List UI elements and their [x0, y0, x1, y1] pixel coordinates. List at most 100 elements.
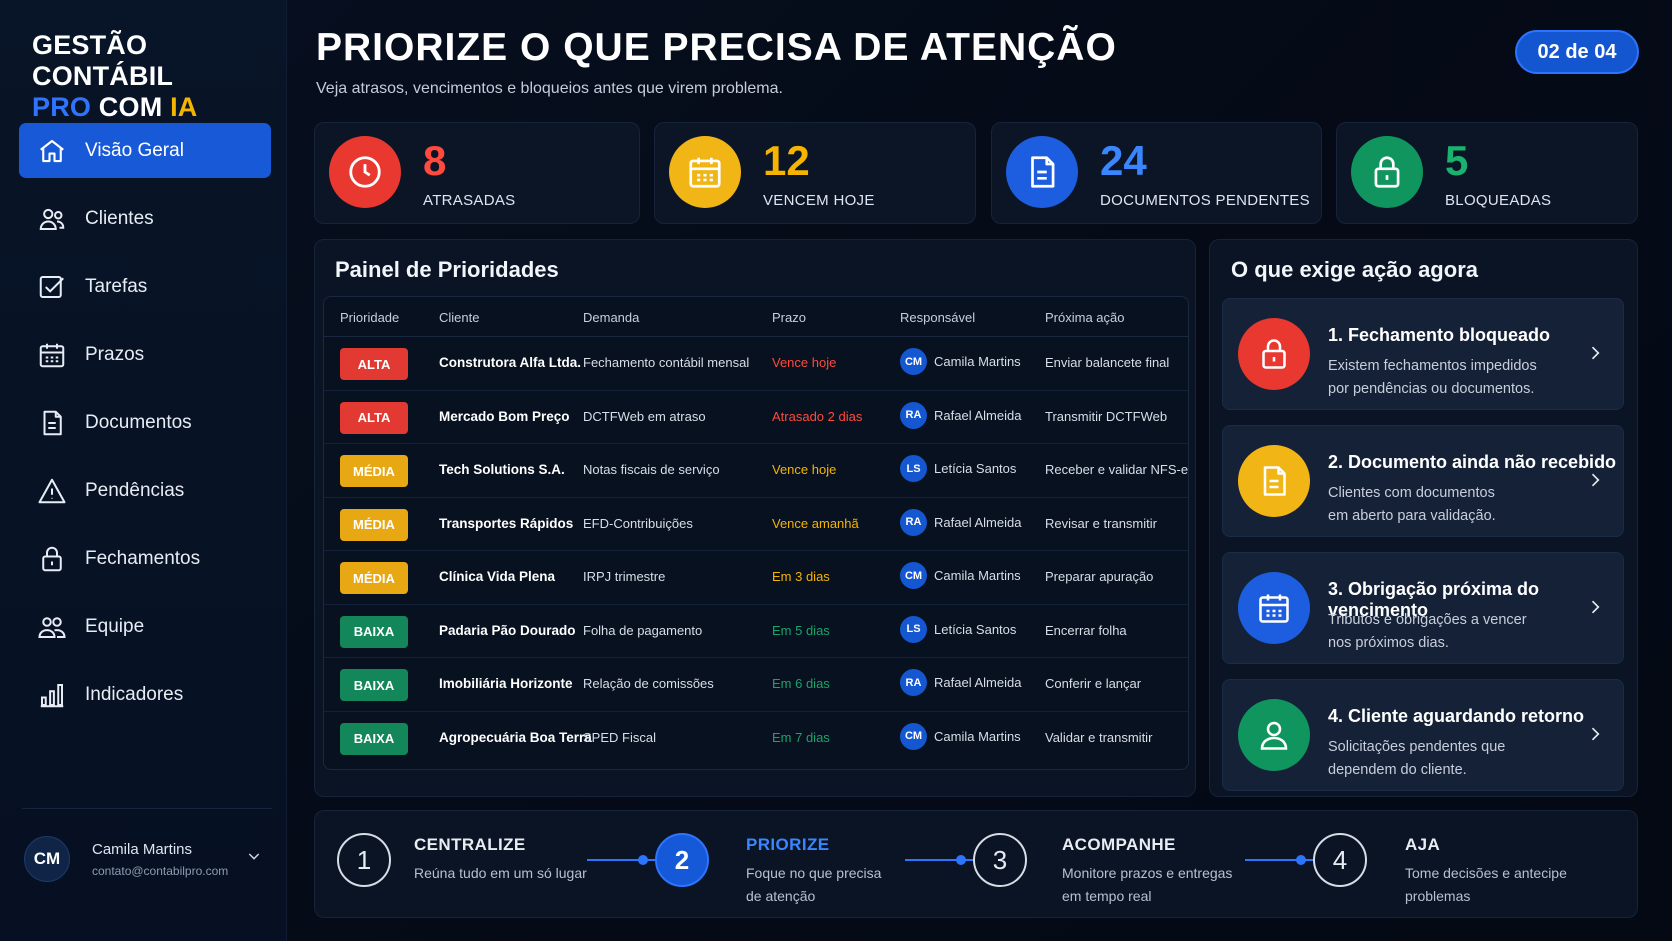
- avatar: LS: [900, 455, 927, 482]
- action-card-obrigacao-vencimento[interactable]: 3. Obrigação próxima do vencimento Tribu…: [1222, 552, 1624, 664]
- calendar-icon: [689, 157, 721, 188]
- sidebar-item-indicadores[interactable]: Indicadores: [19, 667, 271, 722]
- priority-panel: Painel de Prioridades Prioridade Cliente…: [314, 239, 1196, 797]
- action-desc: em aberto para validação.: [1328, 508, 1496, 524]
- cell-next-action: Revisar e transmitir: [1045, 515, 1157, 531]
- table-header: Prioridade Cliente Demanda Prazo Respons…: [324, 297, 1188, 337]
- document-icon: [1263, 466, 1286, 496]
- step-desc: Reúna tudo em um só lugar: [414, 862, 594, 885]
- cell-demand: EFD-Contribuições: [583, 515, 693, 531]
- priority-badge: MÉDIA: [340, 455, 408, 487]
- col-prazo[interactable]: Prazo: [772, 310, 806, 325]
- col-proxima-acao[interactable]: Próxima ação: [1045, 310, 1125, 325]
- stat-value: 12: [763, 137, 810, 184]
- step-desc-line: Reúna tudo em um só lugar: [414, 865, 587, 881]
- stat-card-vencem-hoje[interactable]: 12 VENCEM HOJE: [654, 122, 976, 224]
- user-name: Camila Martins: [92, 840, 193, 858]
- action-title: 3. Obrigação próxima do vencimento: [1328, 579, 1540, 620]
- action-card-fechamento-bloqueado[interactable]: 1. Fechamento bloqueado Existem fechamen…: [1222, 298, 1624, 410]
- sidebar-item-fechamentos[interactable]: Fechamentos: [19, 531, 271, 586]
- sidebar-item-label: Visão Geral: [85, 139, 184, 161]
- stat-card-documentos-pendentes[interactable]: 24 DOCUMENTOS PENDENTES: [991, 122, 1322, 224]
- table-row[interactable]: BAIXA Imobiliária Horizonte Relação de com…: [324, 658, 1188, 712]
- step-number-active[interactable]: 2: [655, 833, 709, 887]
- brand-ia: IA: [170, 92, 198, 122]
- action-title: 2. Documento ainda não recebido: [1328, 452, 1617, 472]
- calendar-icon: [39, 343, 65, 367]
- cell-demand: Folha de pagamento: [583, 622, 703, 638]
- table-row[interactable]: BAIXA Agropecuária Boa Terra SPED Fiscal Em…: [324, 712, 1188, 766]
- action-icon-circle: [1238, 572, 1310, 644]
- sidebar-item-label: Clientes: [85, 207, 154, 229]
- stat-icon-circle: [1351, 136, 1423, 208]
- user-icon: [1260, 721, 1288, 750]
- user-menu[interactable]: CM Camila Martins contato@contabilpro.co…: [24, 836, 260, 882]
- chevron-right-icon[interactable]: [1585, 724, 1605, 744]
- step-number[interactable]: 4: [1313, 833, 1367, 887]
- stat-icon-circle: [1006, 136, 1078, 208]
- action-desc: Existem fechamentos impedidos: [1328, 358, 1537, 374]
- responsible-name: Camila Martins: [934, 728, 1021, 744]
- action-panel: O que exige ação agora 1. Fechamento blo…: [1209, 239, 1638, 797]
- brand-pro: PRO: [32, 92, 92, 122]
- stat-label: BLOQUEADAS: [1445, 192, 1552, 209]
- cell-responsible: RA Rafael Almeida: [900, 401, 1021, 429]
- priority-table: Prioridade Cliente Demanda Prazo Respons…: [323, 296, 1189, 770]
- cell-next-action: Receber e validar NFS-e: [1045, 462, 1189, 477]
- sidebar-item-tarefas[interactable]: Tarefas: [19, 259, 271, 314]
- action-title: 4. Cliente aguardando retorno: [1328, 706, 1585, 726]
- stat-label: VENCEM HOJE: [763, 192, 875, 209]
- chevron-down-icon[interactable]: [246, 848, 262, 864]
- chevron-right-icon[interactable]: [1585, 470, 1605, 490]
- warning-icon: [38, 478, 66, 503]
- action-card-cliente-aguardando[interactable]: 4. Cliente aguardando retorno Solicitaçõ…: [1222, 679, 1624, 791]
- home-icon: [40, 139, 64, 162]
- step-title: PRIORIZE: [746, 835, 830, 854]
- step-title: ACOMPANHE: [1062, 835, 1176, 854]
- sidebar-item-equipe[interactable]: Equipe: [19, 599, 271, 654]
- table-row[interactable]: BAIXA Padaria Pão Dourado Folha de pagamen…: [324, 605, 1188, 658]
- col-cliente[interactable]: Cliente: [439, 310, 480, 325]
- col-demanda[interactable]: Demanda: [583, 310, 640, 325]
- stat-label: DOCUMENTOS PENDENTES: [1100, 192, 1310, 209]
- sidebar-item-label: Pendências: [85, 479, 185, 501]
- avatar: CM: [900, 722, 927, 750]
- stat-card-bloqueadas[interactable]: 5 BLOQUEADAS: [1336, 122, 1638, 224]
- sidebar-item-label: Prazos: [85, 343, 145, 365]
- cell-next-action: Enviar balancete final: [1045, 355, 1170, 370]
- action-desc: dependem do cliente.: [1328, 762, 1467, 778]
- step-number[interactable]: 1: [337, 833, 391, 887]
- sidebar-item-pendencias[interactable]: Pendências: [19, 463, 271, 518]
- table-row[interactable]: MÉDIA Tech Solutions S.A. Notas fiscais de…: [324, 444, 1188, 498]
- step-number[interactable]: 3: [973, 833, 1027, 887]
- step-desc: Tome decisões e antecipe problemas: [1405, 862, 1595, 908]
- sidebar-item-prazos[interactable]: Prazos: [19, 327, 271, 382]
- responsible-name: Rafael Almeida: [934, 675, 1022, 690]
- responsible-name: Letícia Santos: [934, 461, 1017, 476]
- table-row[interactable]: ALTA Construtora Alfa Ltda. Fechamento con…: [324, 337, 1188, 391]
- responsible-name: Camila Martins: [934, 354, 1021, 369]
- cell-client: Agropecuária Boa Terra: [439, 729, 592, 745]
- table-row[interactable]: MÉDIA Transportes Rápidos EFD-Contribuiçõe…: [324, 498, 1188, 551]
- cell-demand: IRPJ trimestre: [583, 569, 666, 584]
- stat-card-atrasadas[interactable]: 8 ATRASADAS: [314, 122, 640, 224]
- sidebar-item-clientes[interactable]: Clientes: [19, 191, 271, 246]
- col-responsavel[interactable]: Responsável: [900, 310, 976, 325]
- col-prioridade[interactable]: Prioridade: [340, 310, 400, 325]
- step-connector: [905, 859, 973, 861]
- chevron-right-icon[interactable]: [1585, 343, 1605, 363]
- sidebar-item-documentos[interactable]: Documentos: [19, 395, 271, 450]
- table-row[interactable]: ALTA Mercado Bom Preço DCTFWeb em atraso At…: [324, 391, 1188, 444]
- cell-client: Clínica Vida Plena: [439, 569, 556, 584]
- cell-client: Tech Solutions S.A.: [439, 462, 565, 477]
- avatar: CM: [900, 348, 927, 375]
- priority-badge: BAIXA: [340, 669, 408, 701]
- priority-badge: BAIXA: [340, 722, 408, 755]
- table-row[interactable]: MÉDIA Clínica Vida Plena IRPJ trimestre Em …: [324, 551, 1188, 605]
- action-card-documento-nao-recebido[interactable]: 2. Documento ainda não recebido Clientes…: [1222, 425, 1624, 537]
- cell-demand: SPED Fiscal: [583, 729, 656, 745]
- sidebar-item-visao-geral[interactable]: Visão Geral: [19, 123, 271, 178]
- avatar: LS: [900, 615, 927, 643]
- chevron-right-icon[interactable]: [1585, 597, 1605, 617]
- cell-responsible: CM Camila Martins: [900, 348, 1021, 375]
